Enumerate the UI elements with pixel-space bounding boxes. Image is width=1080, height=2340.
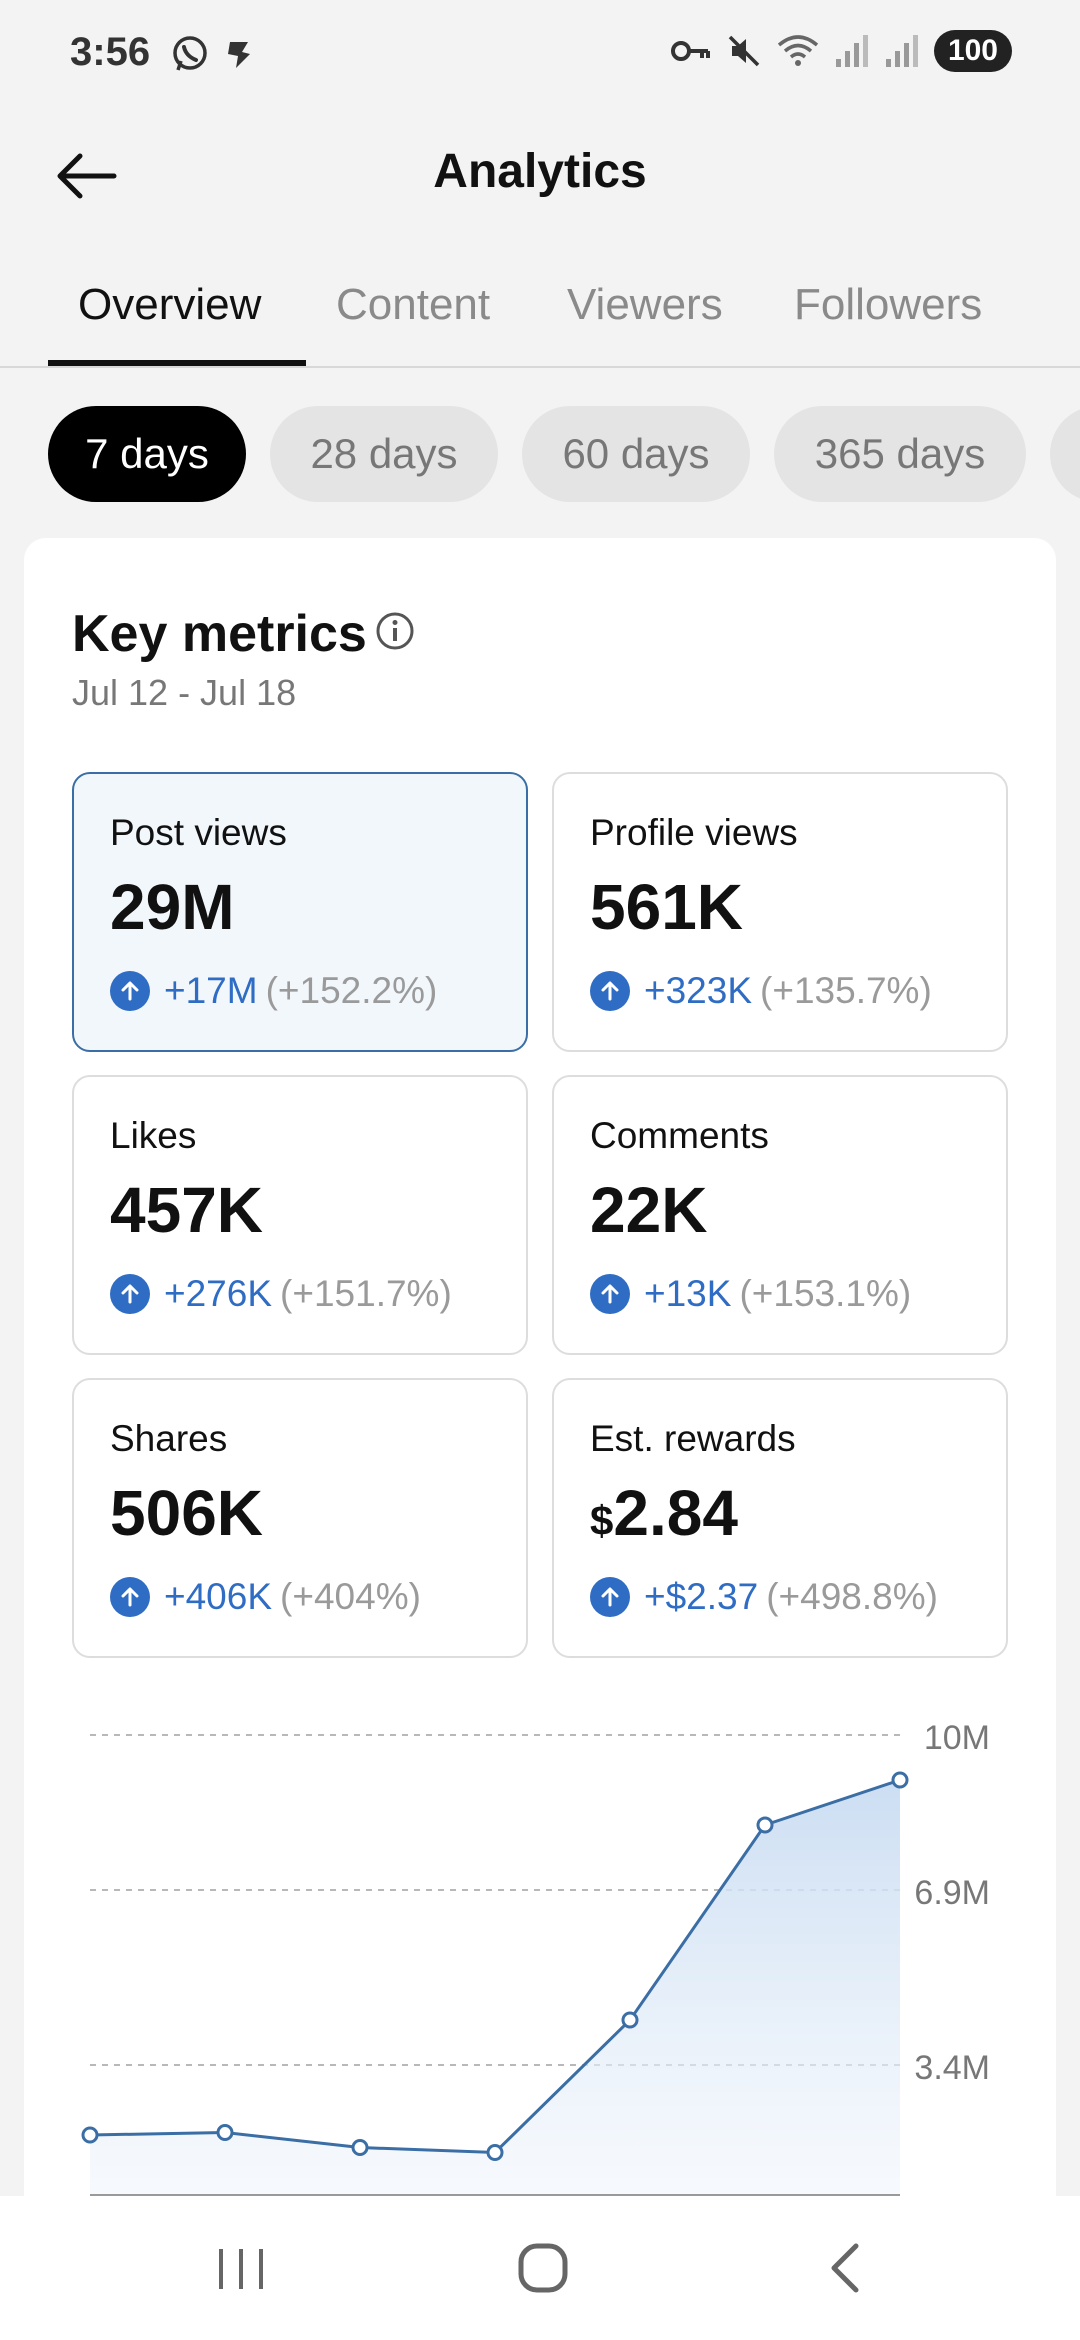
system-nav-bar: [0, 2196, 1080, 2340]
metric-percent: (+498.8%): [766, 1576, 938, 1617]
whatsapp-icon: [173, 36, 207, 71]
date-range: Jul 12 - Jul 18: [72, 672, 297, 713]
battery-indicator: 100: [933, 30, 1012, 72]
rewards-amount: 2.84: [613, 1477, 738, 1549]
data-point: [486, 2144, 504, 2161]
metric-percent: (+153.1%): [739, 1273, 912, 1314]
tab-bar: Overview Content Viewers Followers L: [0, 250, 1080, 368]
range-365-days[interactable]: 365 days: [774, 406, 1026, 502]
metric-label: Profile views: [590, 812, 798, 853]
metric-label: Post views: [110, 812, 287, 853]
arrow-up-icon: [590, 1577, 630, 1617]
metric-value: 561K: [590, 871, 743, 943]
metric-label: Shares: [110, 1418, 228, 1459]
metric-shares[interactable]: Shares 506K +406K (+404%): [72, 1378, 528, 1658]
data-point: [81, 2126, 99, 2144]
y-tick-label: 3.4M: [914, 2049, 990, 2087]
arrow-up-icon: [590, 971, 630, 1011]
home-button[interactable]: [498, 2232, 588, 2304]
metric-value: 22K: [590, 1174, 708, 1246]
app-notification-icon: [228, 42, 250, 68]
range-60-days[interactable]: 60 days: [522, 406, 750, 502]
metric-value: 506K: [110, 1477, 263, 1549]
metric-delta: +$2.37: [644, 1576, 759, 1617]
metric-percent: (+135.7%): [760, 970, 932, 1011]
metric-delta: +13K: [644, 1273, 732, 1314]
range-more[interactable]: [1050, 406, 1080, 502]
metric-label: Comments: [590, 1115, 769, 1156]
arrow-up-icon: [110, 971, 150, 1011]
range-28-days[interactable]: 28 days: [270, 406, 498, 502]
chevron-left-icon: [831, 2243, 859, 2293]
signal-icon: [835, 35, 868, 67]
metric-delta: +323K: [644, 970, 753, 1011]
y-tick-label: 6.9M: [914, 1874, 990, 1912]
metric-percent: (+404%): [280, 1576, 421, 1617]
area-fill: [90, 1780, 900, 2195]
key-metrics-title: Key metrics: [72, 605, 367, 663]
metric-value: 29M: [110, 871, 235, 943]
metric-delta: +406K: [164, 1576, 273, 1617]
info-icon[interactable]: [374, 610, 416, 652]
tab-followers[interactable]: Followers: [794, 280, 983, 329]
home-icon: [518, 2243, 568, 2293]
post-views-chart: 10M 6.9M 3.4M: [81, 1719, 990, 2196]
metric-profile-views[interactable]: Profile views 561K +323K (+135.7%): [552, 772, 1008, 1052]
arrow-up-icon: [590, 1274, 630, 1314]
system-back-button[interactable]: [800, 2232, 890, 2304]
data-point: [351, 2139, 369, 2156]
data-point: [621, 2011, 639, 2029]
metric-comments[interactable]: Comments 22K +13K (+153.1%): [552, 1075, 1008, 1355]
arrow-up-icon: [110, 1274, 150, 1314]
metric-delta: +17M: [164, 970, 258, 1011]
recent-apps-button[interactable]: [196, 2232, 286, 2304]
mute-icon: [728, 35, 760, 67]
page-title: Analytics: [433, 145, 647, 198]
app-header: Analytics: [0, 110, 1080, 240]
back-button[interactable]: [48, 138, 124, 214]
arrow-left-icon: [57, 153, 117, 199]
data-point: [216, 2124, 234, 2141]
active-tab-indicator: [48, 360, 306, 366]
tab-viewers[interactable]: Viewers: [567, 280, 723, 329]
arrow-up-icon: [110, 1577, 150, 1617]
wifi-icon: [777, 35, 819, 66]
metric-post-views[interactable]: Post views 29M +17M (+152.2%): [72, 772, 528, 1052]
vpn-key-icon: [670, 41, 710, 61]
metric-percent: (+152.2%): [265, 970, 438, 1011]
data-point: [891, 1771, 909, 1789]
recent-apps-icon: [219, 2249, 263, 2289]
signal-icon-2: [885, 35, 918, 67]
metric-likes[interactable]: Likes 457K +276K (+151.7%): [72, 1075, 528, 1355]
data-point: [756, 1816, 774, 1834]
metric-value: $2.84: [590, 1476, 738, 1550]
currency-symbol: $: [590, 1497, 614, 1544]
status-bar: 3:56: [0, 0, 1080, 110]
tab-overview[interactable]: Overview: [78, 280, 262, 329]
tab-content[interactable]: Content: [336, 280, 491, 329]
metric-est-rewards[interactable]: Est. rewards $2.84 +$2.37 (+498.8%): [552, 1378, 1008, 1658]
y-tick-label: 10M: [924, 1719, 990, 1757]
metric-label: Likes: [110, 1115, 197, 1156]
metric-value: 457K: [110, 1174, 263, 1246]
range-7-days[interactable]: 7 days: [48, 406, 246, 502]
metric-delta: +276K: [164, 1273, 273, 1314]
metric-percent: (+151.7%): [280, 1273, 452, 1314]
metric-label: Est. rewards: [590, 1418, 796, 1459]
status-time: 3:56: [70, 30, 151, 74]
